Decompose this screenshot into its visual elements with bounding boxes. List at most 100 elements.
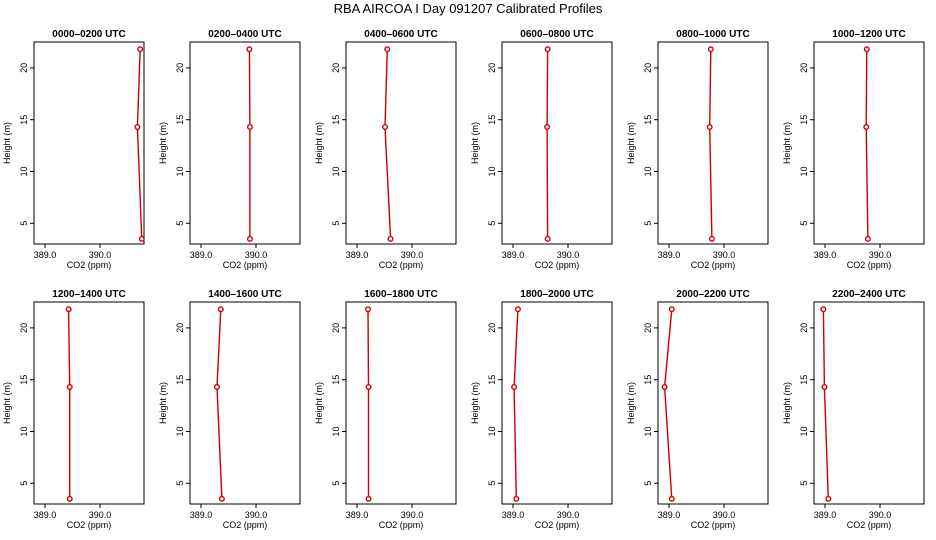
y-axis-label: Height (m) bbox=[782, 122, 792, 164]
profile-line bbox=[708, 49, 713, 239]
x-tick-label: 390.0 bbox=[869, 510, 892, 520]
y-tick-label: 5 bbox=[175, 481, 185, 486]
y-tick-label: 20 bbox=[175, 63, 185, 73]
plot-frame bbox=[813, 301, 925, 505]
y-tick-label: 10 bbox=[643, 426, 653, 436]
x-tick-label: 389.0 bbox=[658, 250, 681, 260]
panel-title: 1200–1400 UTC bbox=[52, 289, 125, 300]
y-tick-label: 10 bbox=[331, 166, 341, 176]
y-tick-label: 5 bbox=[487, 221, 497, 226]
y-axis-label: Height (m) bbox=[314, 122, 324, 164]
data-point bbox=[513, 495, 520, 502]
y-tick-label: 15 bbox=[331, 115, 341, 125]
y-tick-label: 20 bbox=[799, 63, 809, 73]
data-point bbox=[384, 46, 391, 53]
x-tick-label: 390.0 bbox=[557, 250, 580, 260]
profile-line bbox=[513, 309, 519, 499]
y-axis-label: Height (m) bbox=[470, 122, 480, 164]
x-tick-label: 389.0 bbox=[502, 250, 525, 260]
y-tick-label: 20 bbox=[331, 323, 341, 333]
data-point bbox=[514, 306, 521, 313]
y-axis-label: Height (m) bbox=[314, 382, 324, 424]
data-point bbox=[544, 46, 551, 53]
data-point bbox=[138, 235, 145, 242]
y-tick-label: 5 bbox=[331, 481, 341, 486]
profile-line bbox=[136, 49, 143, 239]
data-point bbox=[511, 383, 518, 390]
data-point bbox=[246, 235, 253, 242]
x-tick-label: 390.0 bbox=[401, 510, 424, 520]
profile-line bbox=[822, 309, 829, 499]
y-axis-label: Height (m) bbox=[782, 382, 792, 424]
y-axis-label: Height (m) bbox=[2, 382, 12, 424]
page-title: RBA AIRCOA I Day 091207 Calibrated Profi… bbox=[333, 1, 603, 16]
y-tick-label: 15 bbox=[643, 115, 653, 125]
x-axis-label: CO2 (ppm) bbox=[691, 260, 736, 270]
data-point bbox=[66, 383, 73, 390]
profile-line bbox=[384, 49, 392, 239]
y-tick-label: 10 bbox=[799, 426, 809, 436]
y-tick-label: 5 bbox=[19, 481, 29, 486]
y-tick-label: 20 bbox=[331, 63, 341, 73]
panel-title: 1400–1600 UTC bbox=[208, 289, 281, 300]
y-tick-label: 20 bbox=[487, 323, 497, 333]
y-tick-label: 5 bbox=[487, 481, 497, 486]
data-point bbox=[544, 235, 551, 242]
data-point bbox=[863, 46, 870, 53]
x-tick-label: 389.0 bbox=[190, 510, 213, 520]
panel-title: 0200–0400 UTC bbox=[208, 29, 281, 40]
plot-frame bbox=[813, 41, 925, 245]
profile-line bbox=[367, 309, 370, 499]
x-tick-label: 389.0 bbox=[658, 510, 681, 520]
y-axis-label: Height (m) bbox=[2, 122, 12, 164]
x-tick-label: 389.0 bbox=[34, 250, 57, 260]
x-tick-label: 390.0 bbox=[89, 510, 112, 520]
y-tick-label: 10 bbox=[643, 166, 653, 176]
y-axis-label: Height (m) bbox=[626, 382, 636, 424]
data-point bbox=[218, 495, 225, 502]
x-tick-label: 389.0 bbox=[814, 510, 837, 520]
x-tick-label: 389.0 bbox=[34, 510, 57, 520]
y-tick-label: 5 bbox=[175, 221, 185, 226]
y-tick-label: 10 bbox=[487, 426, 497, 436]
y-tick-label: 15 bbox=[19, 375, 29, 385]
data-point bbox=[707, 46, 714, 53]
data-point bbox=[365, 495, 372, 502]
y-tick-label: 5 bbox=[331, 221, 341, 226]
data-point bbox=[387, 235, 394, 242]
data-point bbox=[706, 123, 713, 130]
panel-title: 0400–0600 UTC bbox=[364, 29, 437, 40]
y-tick-label: 10 bbox=[799, 166, 809, 176]
y-tick-label: 5 bbox=[799, 481, 809, 486]
data-point bbox=[863, 123, 870, 130]
panel-title: 0000–0200 UTC bbox=[52, 29, 125, 40]
x-tick-label: 390.0 bbox=[869, 250, 892, 260]
profile-line bbox=[865, 49, 869, 239]
data-point bbox=[825, 495, 832, 502]
y-tick-label: 5 bbox=[19, 221, 29, 226]
data-point bbox=[213, 383, 220, 390]
data-point bbox=[365, 383, 372, 390]
profile-line bbox=[67, 309, 71, 499]
data-point bbox=[821, 383, 828, 390]
y-tick-label: 10 bbox=[175, 166, 185, 176]
x-tick-label: 390.0 bbox=[713, 250, 736, 260]
y-tick-label: 20 bbox=[19, 63, 29, 73]
x-tick-label: 389.0 bbox=[190, 250, 213, 260]
plot-frame bbox=[189, 41, 301, 245]
y-tick-label: 15 bbox=[175, 375, 185, 385]
y-tick-label: 20 bbox=[643, 63, 653, 73]
y-tick-label: 20 bbox=[643, 323, 653, 333]
plot-frame bbox=[189, 301, 301, 505]
y-tick-label: 15 bbox=[643, 375, 653, 385]
panel-title: 1800–2000 UTC bbox=[520, 289, 593, 300]
x-tick-label: 389.0 bbox=[814, 250, 837, 260]
y-axis-label: Height (m) bbox=[158, 122, 168, 164]
x-tick-label: 390.0 bbox=[245, 250, 268, 260]
y-tick-label: 15 bbox=[19, 115, 29, 125]
